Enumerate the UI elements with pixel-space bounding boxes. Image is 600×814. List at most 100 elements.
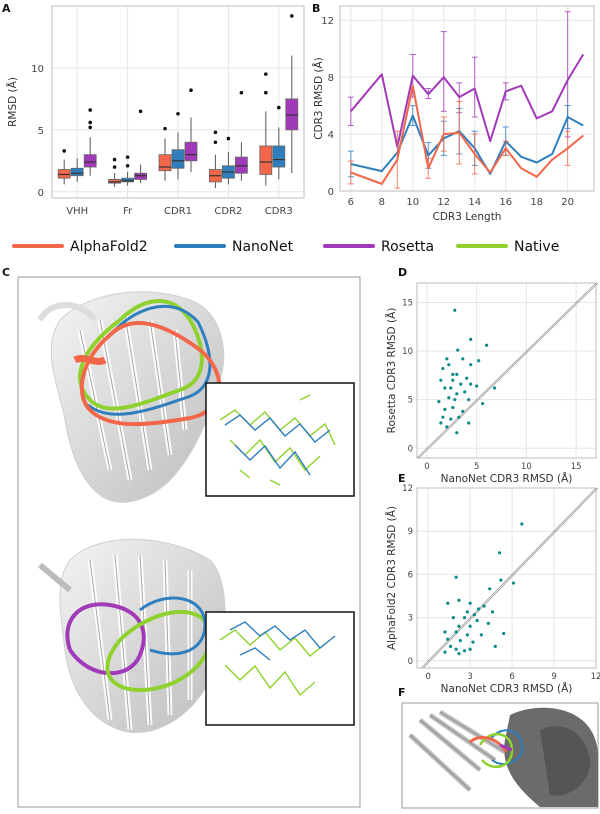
chart-d-xtick: 15 xyxy=(571,462,582,472)
legend-label-native: Native xyxy=(514,239,559,255)
scatter-point xyxy=(461,409,465,413)
chart-d-xtick: 10 xyxy=(521,462,532,472)
chart-a-frame xyxy=(51,5,305,199)
scatter-point xyxy=(467,421,471,425)
scatter-point xyxy=(471,640,475,644)
chart-d-xtick: 0 xyxy=(424,462,429,472)
scatter-point xyxy=(449,417,453,421)
legend-label-nanonet: NanoNet xyxy=(232,239,294,255)
box-iqr xyxy=(285,98,299,131)
inset-top-frame xyxy=(205,382,355,497)
chart-b-xtick: 6 xyxy=(348,197,354,208)
panel-letter-f: F xyxy=(398,686,406,699)
box-outlier xyxy=(189,88,193,93)
scatter-point xyxy=(447,363,451,367)
scatter-point xyxy=(456,348,460,352)
scatter-point xyxy=(520,522,524,526)
chart-d-ylabel: Rosetta CDR3 RMSD (Å) xyxy=(385,308,398,434)
scatter-point xyxy=(454,630,458,634)
chart-e-xtick: 12 xyxy=(591,672,600,682)
box-outlier xyxy=(112,165,117,169)
panel-letter-a: A xyxy=(2,2,11,15)
chart-d-ytick: 10 xyxy=(402,347,413,357)
legend-label-rosetta: Rosetta xyxy=(381,239,434,255)
box-outlier xyxy=(264,90,268,95)
box-outlier xyxy=(239,90,244,95)
scatter-point xyxy=(511,581,516,585)
box-outlier xyxy=(176,111,180,116)
box-iqr xyxy=(234,156,248,174)
panel-c-structures xyxy=(17,276,361,808)
scatter-point xyxy=(455,372,459,376)
chart-d-ytick: 5 xyxy=(408,396,413,406)
scatter-point xyxy=(455,431,459,435)
chart-d-diagonal-offset xyxy=(418,282,599,459)
chart-a-ytick: 5 xyxy=(38,126,44,137)
box-outlier xyxy=(290,14,294,18)
chart-d-diagonal xyxy=(416,282,597,459)
chart-b-xtick: 20 xyxy=(561,197,574,208)
scatter-point xyxy=(446,637,450,641)
box-iqr xyxy=(108,179,121,184)
chart-d-ytick: 0 xyxy=(408,444,413,454)
scatter-point xyxy=(493,644,497,649)
scatter-point xyxy=(481,401,485,406)
scatter-point xyxy=(459,382,463,386)
scatter-point xyxy=(446,601,450,605)
chart-a-ylabel: RMSD (Å) xyxy=(6,77,19,127)
structure-bottom xyxy=(38,538,226,734)
chart-d-xlabel: NanoNet CDR3 RMSD (Å) xyxy=(441,472,573,485)
box-outlier xyxy=(226,136,231,141)
scatter-point xyxy=(443,630,447,634)
scatter-point xyxy=(492,386,497,390)
chart-e-ytick: 12 xyxy=(402,484,413,494)
box-outlier xyxy=(125,163,130,168)
chart-e-diagonal-offset xyxy=(422,487,599,669)
chart-e-xtick: 9 xyxy=(551,672,556,682)
panel-letter-d: D xyxy=(398,266,407,279)
chart-b-xtick: 12 xyxy=(437,197,450,208)
panel-letter-c: C xyxy=(2,266,10,279)
box-outlier xyxy=(163,126,167,131)
box-outlier xyxy=(112,157,117,162)
inset-top-sticks xyxy=(219,394,336,486)
scatter-point xyxy=(462,616,467,620)
box-iqr xyxy=(83,154,97,168)
scatter-point xyxy=(451,405,455,410)
series-line-alphafold2 xyxy=(350,84,584,185)
box-iqr xyxy=(171,149,185,169)
scatter-point xyxy=(479,633,483,637)
scatter-point xyxy=(469,382,473,386)
box-iqr xyxy=(259,145,273,175)
chart-a-boxplot: 0 5 10 VHH Fr CDR1 CDR2 CDR3 RMSD (Å) xyxy=(6,5,305,217)
chart-e-ytick: 0 xyxy=(408,657,413,667)
chart-b-xtick: 18 xyxy=(530,197,543,208)
scatter-point xyxy=(448,644,453,649)
scatter-point xyxy=(454,575,458,579)
chart-a-ytick: 0 xyxy=(38,188,44,199)
scatter-point xyxy=(457,652,461,656)
chart-e-ytick: 3 xyxy=(408,614,413,624)
chart-a-xtick: Fr xyxy=(123,206,133,217)
scatter-point xyxy=(451,616,455,620)
chart-b-xtick: 8 xyxy=(379,197,385,208)
legend-label-alphafold2: AlphaFold2 xyxy=(70,239,148,255)
box-outlier xyxy=(88,120,92,125)
series-line-rosetta xyxy=(350,53,585,148)
scatter-point xyxy=(439,421,443,425)
scatter-point xyxy=(451,372,455,376)
scatter-point xyxy=(451,378,455,382)
scatter-point xyxy=(468,647,472,651)
chart-e-ytick: 6 xyxy=(408,570,413,580)
chart-e-ytick: 9 xyxy=(408,527,413,537)
chart-e-xtick: 0 xyxy=(425,672,430,682)
box-outlier xyxy=(138,109,143,114)
chart-a-xtick: CDR1 xyxy=(164,206,192,217)
panel-letter-e: E xyxy=(398,472,406,485)
scatter-point xyxy=(457,624,461,628)
chart-e-xtick: 6 xyxy=(509,672,514,682)
box-iqr xyxy=(121,177,134,183)
box-outlier xyxy=(62,149,66,153)
scatter-point xyxy=(502,631,506,636)
